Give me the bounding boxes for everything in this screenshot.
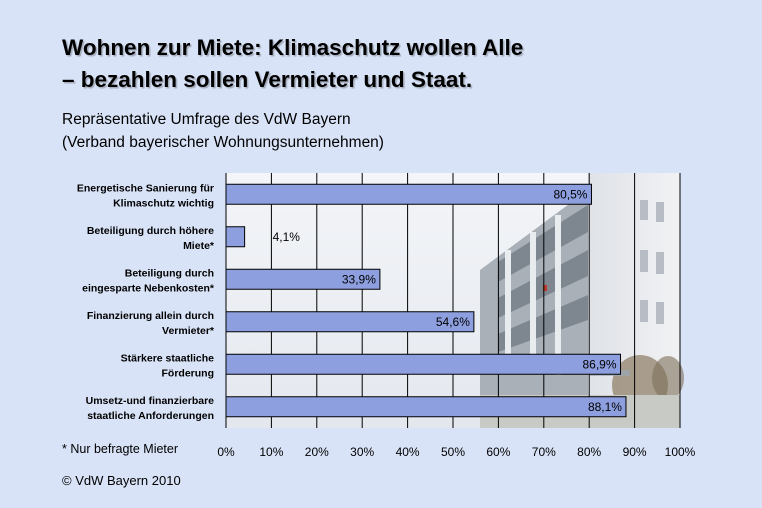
category-label: Beteiligung durch eingesparte Nebenkosten… [82, 267, 215, 294]
x-axis-ticks: 0% 10% 20% 30% 40% 50% 60% 70% 80% 90% 100% [217, 445, 695, 459]
x-tick-label: 30% [350, 445, 374, 459]
category-label: Beteiligung durch höhere Miete* [87, 225, 215, 252]
bar [225, 226, 246, 248]
bar [225, 353, 622, 375]
x-tick-label: 20% [305, 445, 329, 459]
x-tick-label: 60% [486, 445, 510, 459]
x-tick-label: 90% [623, 445, 647, 459]
x-tick-label: 40% [396, 445, 420, 459]
x-tick-label: 50% [441, 445, 465, 459]
value-labels: 80,5% 4,1% 33,9% 54,6% 86,9% 88,1% [273, 187, 623, 414]
bar [225, 311, 475, 333]
bar [225, 268, 381, 290]
subtitle-line-1: Repräsentative Umfrage des VdW Bayern [62, 111, 351, 128]
bar [225, 183, 592, 205]
category-label: Umsetz-und finanzierbare staatliche Anfor… [86, 395, 215, 422]
bar [225, 396, 627, 418]
x-tick-label: 10% [259, 445, 283, 459]
value-label: 54,6% [436, 315, 470, 329]
chart-title: Wohnen zur Miete: Klimaschutz wollen All… [62, 32, 742, 96]
title-line-1: Wohnen zur Miete: Klimaschutz wollen All… [62, 35, 524, 60]
category-label: Energetische Sanierung für Klimaschutz wi… [77, 182, 214, 209]
copyright: © VdW Bayern 2010 [62, 473, 181, 488]
value-label: 80,5% [553, 187, 587, 201]
chart-subtitle: Repräsentative Umfrage des VdW Bayern (V… [62, 108, 662, 154]
value-label: 86,9% [582, 357, 616, 371]
x-tick-label: 70% [532, 445, 556, 459]
category-label: Finanzierung allein durch Vermieter* [87, 310, 215, 337]
title-line-2: – bezahlen sollen Vermieter und Staat. [62, 67, 473, 92]
gridlines [225, 173, 681, 428]
background-photo [226, 173, 684, 428]
bars [225, 183, 627, 418]
value-label: 4,1% [273, 230, 301, 244]
x-tick-label: 100% [665, 445, 696, 459]
category-label: Stärkere staatliche Förderung [121, 352, 215, 379]
subtitle-line-2: (Verband bayerischer Wohnungsunternehmen… [62, 134, 384, 151]
value-label: 33,9% [342, 272, 376, 286]
x-tick-label: 80% [577, 445, 601, 459]
category-labels: Energetische Sanierung für Klimaschutz wi… [77, 182, 215, 422]
footnote: * Nur befragte Mieter [62, 442, 179, 456]
x-tick-label: 0% [217, 445, 235, 459]
value-label: 88,1% [588, 400, 622, 414]
